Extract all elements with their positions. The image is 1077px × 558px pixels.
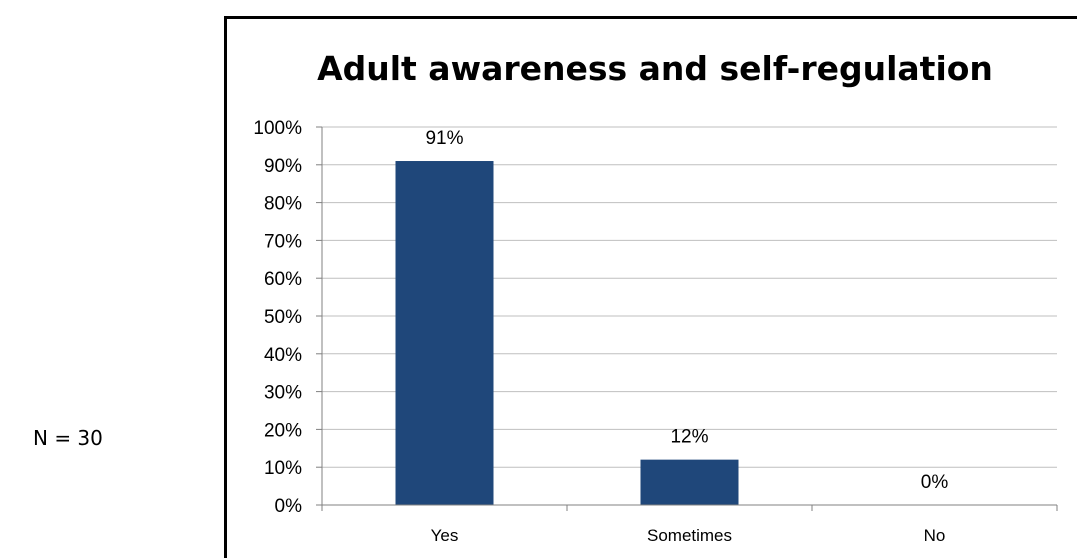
y-tick-label: 90% <box>264 156 302 177</box>
x-tick-label: Sometimes <box>647 526 732 545</box>
y-tick-label: 80% <box>264 194 302 215</box>
axes <box>316 126 1058 511</box>
chart-title: Adult awareness and self-regulation <box>317 49 993 88</box>
bars <box>395 161 739 505</box>
y-tick-label: 0% <box>275 496 303 517</box>
y-tick-label: 60% <box>264 269 302 290</box>
y-tick-label: 30% <box>264 383 302 404</box>
bar <box>395 161 494 505</box>
y-tick-label: 100% <box>253 118 302 139</box>
y-tick-label: 50% <box>264 307 302 328</box>
x-tick-label: Yes <box>431 526 459 545</box>
bar <box>640 459 739 505</box>
data-label: 12% <box>670 427 708 448</box>
y-tick-label: 40% <box>264 345 302 366</box>
data-label: 91% <box>425 128 463 149</box>
y-tick-label: 70% <box>264 231 302 252</box>
x-tick-label: No <box>924 526 946 545</box>
chart-frame <box>224 16 1077 558</box>
y-tick-label: 10% <box>264 458 302 479</box>
y-tick-label: 20% <box>264 420 302 441</box>
sample-size-note: N = 30 <box>33 426 103 450</box>
labels: 0% 10% 20% 30% 40% 50% 60% 70% 80% 90% 100% 91% Yes 1… <box>253 118 948 545</box>
data-label: 0% <box>921 472 949 493</box>
